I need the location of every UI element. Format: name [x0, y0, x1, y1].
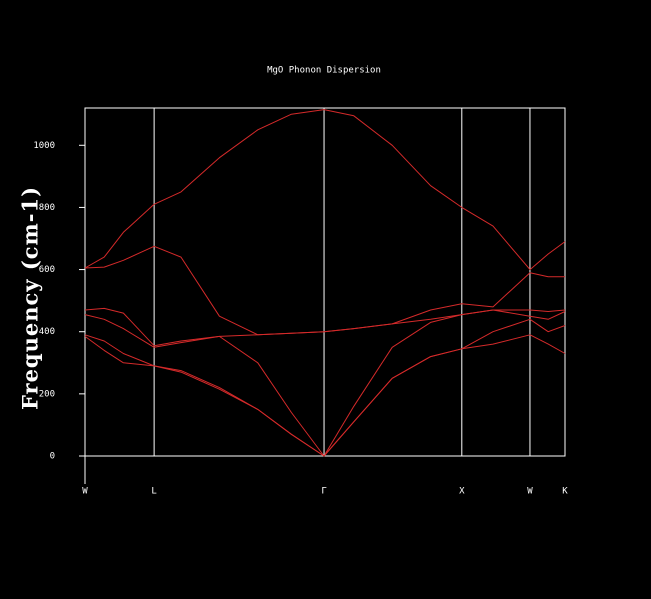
y-tick-label: 1000 [33, 141, 55, 151]
dispersion-branch [84, 307, 566, 347]
dispersion-branch [84, 318, 566, 457]
chart-title: MgO Phonon Dispersion [267, 66, 381, 76]
x-tick-label: K [562, 487, 568, 497]
y-tick-label: 800 [39, 203, 55, 213]
dispersion-branch [84, 245, 565, 336]
y-axis-label: Frequency (cm-1) [18, 186, 43, 410]
plot-frame [84, 107, 566, 457]
x-tick-label: L [151, 487, 156, 497]
x-tick-label: W [527, 487, 533, 497]
x-tick-label: Γ [321, 487, 326, 497]
y-tick-label: 0 [50, 452, 55, 462]
x-tick-label: W [82, 487, 88, 497]
x-tick-label: X [459, 487, 465, 497]
dispersion-branch [84, 109, 566, 271]
dispersion-branch [84, 334, 566, 457]
y-tick-label: 200 [39, 389, 55, 399]
y-tick-label: 600 [39, 265, 55, 275]
y-tick-label: 400 [39, 327, 55, 337]
